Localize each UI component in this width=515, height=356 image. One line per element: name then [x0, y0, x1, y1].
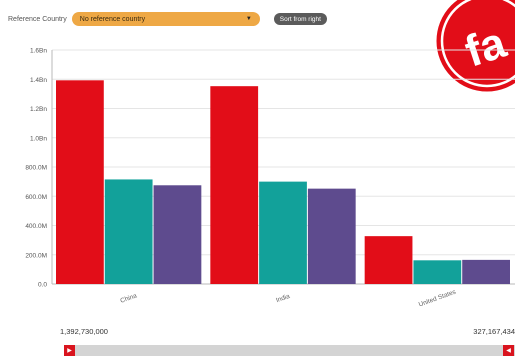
range-min-label: 1,392,730,000 — [60, 327, 108, 336]
range-max-label: 327,167,434 — [473, 327, 515, 336]
play-left-icon: ◀ — [506, 348, 511, 354]
y-tick-label: 800.0M — [25, 165, 47, 172]
y-tick-label: 1.0Bn — [30, 135, 47, 142]
controls-bar: Reference Country No reference country ▼… — [8, 11, 327, 27]
sort-button-label: Sort from right — [279, 15, 321, 23]
bar-china-1[interactable] — [56, 80, 104, 284]
y-tick-label: 1.2Bn — [30, 106, 47, 113]
play-right-icon: ▶ — [67, 348, 72, 354]
y-tick-label: 0.0 — [38, 282, 47, 289]
bar-india-2[interactable] — [259, 181, 307, 284]
brand-logo: fa — [433, 0, 515, 95]
y-tick-label: 600.0M — [25, 194, 47, 201]
y-tick-label: 400.0M — [25, 223, 47, 230]
slider-left-handle[interactable]: ▶ — [64, 345, 75, 356]
slider-right-handle[interactable]: ◀ — [503, 345, 514, 356]
bar-china-3[interactable] — [153, 185, 202, 284]
bar-united-states-2[interactable] — [413, 260, 462, 284]
category-label: China — [119, 292, 138, 305]
y-tick-label: 200.0M — [25, 252, 47, 259]
bar-united-states-1[interactable] — [364, 236, 413, 284]
y-tick-label: 1.4Bn — [30, 77, 47, 84]
bar-india-1[interactable] — [210, 86, 259, 284]
bar-chart: 0.0 200.0M 400.0M 600.0M 800.0M 1.0Bn 1.2Bn 1.4… — [25, 48, 515, 309]
sort-from-right-button[interactable]: Sort from right — [273, 13, 327, 25]
bar-china-2[interactable] — [104, 179, 153, 284]
range-slider-track[interactable] — [64, 345, 515, 356]
category-label: United States — [418, 288, 458, 308]
reference-country-label: Reference Country — [8, 15, 67, 23]
reference-country-select[interactable]: No reference country ▼ — [71, 12, 260, 26]
bar-india-3[interactable] — [307, 188, 356, 284]
caret-down-icon: ▼ — [245, 16, 252, 22]
category-label: India — [275, 293, 291, 305]
y-tick-label: 1.6Bn — [30, 48, 47, 55]
reference-country-value: No reference country — [79, 15, 146, 23]
bar-united-states-3[interactable] — [462, 259, 510, 284]
